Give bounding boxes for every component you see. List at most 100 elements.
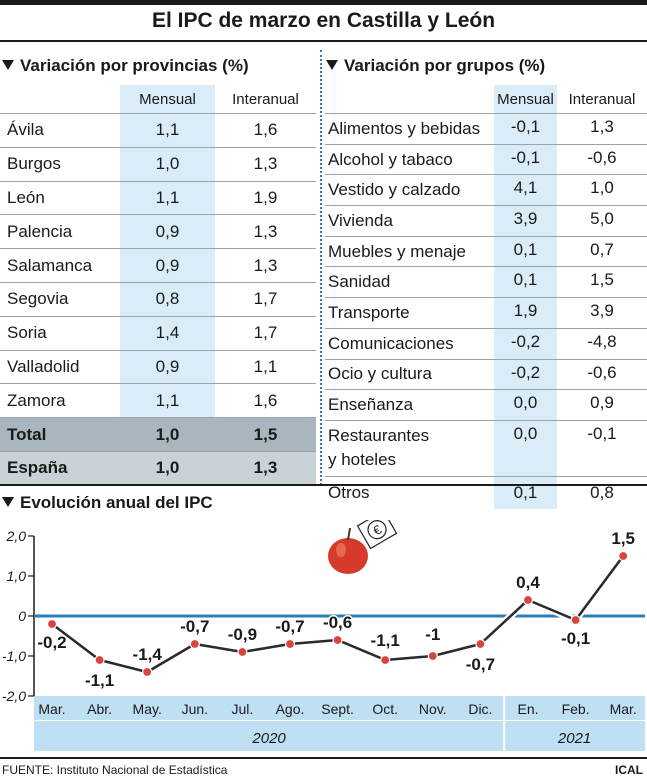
data-point (618, 550, 629, 562)
table-row: Restaurantes y hoteles 0,0 -0,1 (325, 419, 647, 477)
cell-name-line2: y hoteles (328, 450, 397, 470)
apple-icon (328, 538, 368, 574)
data-label: 0,4 (516, 573, 540, 592)
chart-divider (0, 484, 647, 486)
cell-name: Salamanca (0, 248, 120, 283)
table-row: Vivienda 3,9 5,0 (325, 205, 647, 237)
cell-interanual: 1,5 (215, 417, 316, 452)
table-row: Sanidad 0,1 1,5 (325, 266, 647, 298)
cell-interanual: 1,0 (557, 174, 647, 206)
header-blank (0, 85, 120, 114)
cell-mensual: 0,0 (494, 389, 557, 421)
table-row: Ávila 1,1 1,6 (0, 113, 316, 148)
cell-name: Vestido y calzado (325, 174, 494, 206)
cell-mensual: 1,4 (120, 315, 215, 351)
table-row: Alimentos y bebidas -0,1 1,3 (325, 113, 647, 145)
table-row: Alcohol y tabaco -0,1 -0,6 (325, 143, 647, 175)
data-point (237, 646, 248, 658)
table-header-row: Mensual Interanual (0, 85, 316, 114)
x-tick-label: Sept. (321, 701, 354, 717)
cell-interanual: 1,6 (215, 113, 316, 148)
cell-mensual: 0,1 (494, 266, 557, 298)
cell-interanual: 1,3 (215, 214, 316, 249)
data-label: -0,2 (37, 633, 66, 652)
cell-interanual: 1,3 (215, 146, 316, 182)
cell-mensual: 0,9 (120, 248, 215, 283)
x-tick-label: Feb. (562, 701, 590, 717)
cell-interanual: 0,8 (557, 475, 647, 509)
x-tick-label: Ago. (276, 701, 305, 717)
cell-interanual: 1,3 (215, 450, 316, 485)
cell-name: Transporte (325, 297, 494, 329)
data-label: -0,7 (275, 617, 304, 636)
x-tick-label: May. (133, 701, 162, 717)
cell-name: Valladolid (0, 349, 120, 384)
header-blank (325, 85, 494, 114)
cell-name: León (0, 180, 120, 215)
cell-interanual: 1,7 (215, 281, 316, 317)
top-bar (0, 0, 647, 5)
cell-mensual: 1,0 (120, 417, 215, 452)
triangle-down-icon (2, 60, 14, 70)
x-tick-label: En. (517, 701, 538, 717)
table-row: Enseñanza 0,0 0,9 (325, 389, 647, 421)
table-row: Total 1,0 1,5 (0, 417, 316, 452)
data-point (94, 654, 105, 666)
x-tick-label: Jul. (232, 701, 254, 717)
data-label: -0,6 (323, 613, 352, 632)
cell-interanual: 0,9 (557, 389, 647, 421)
provincias-heading-text: Variación por provincias (%) (20, 56, 249, 75)
data-label: -1,4 (133, 645, 163, 664)
data-point (142, 666, 153, 678)
cell-mensual: -0,2 (494, 358, 557, 390)
data-label: 1,5 (611, 529, 635, 548)
cell-interanual: -0,1 (557, 419, 647, 477)
table-row: Burgos 1,0 1,3 (0, 146, 316, 182)
header-mensual: Mensual (494, 85, 557, 114)
cell-mensual: 0,9 (120, 214, 215, 249)
cell-interanual: 1,9 (215, 180, 316, 215)
cell-name: Ávila (0, 113, 120, 148)
cell-name: Burgos (0, 146, 120, 182)
header-interanual: Interanual (568, 90, 636, 108)
table-row: Salamanca 0,9 1,3 (0, 248, 316, 283)
page-title: El IPC de marzo en Castilla y León (151, 9, 496, 32)
cell-mensual: -0,2 (494, 327, 557, 359)
cell-mensual: 1,0 (120, 146, 215, 182)
x-tick-label: Mar. (610, 701, 637, 717)
cell-mensual: 1,1 (120, 113, 215, 148)
y-tick-label: -1,0 (2, 648, 26, 664)
cell-interanual: -0,6 (557, 358, 647, 390)
cell-mensual: 0,8 (120, 281, 215, 317)
y-tick-label: 1,0 (7, 568, 27, 584)
x-tick-label: Oct. (372, 701, 398, 717)
data-point (189, 638, 200, 650)
cell-name: Sanidad (325, 266, 494, 298)
cell-name-line1: Restaurantes (328, 426, 430, 446)
cell-name: Vivienda (325, 205, 494, 237)
table-row: España 1,0 1,3 (0, 450, 316, 485)
cell-interanual: 1,3 (215, 248, 316, 283)
cell-name: Otros (325, 475, 494, 509)
cell-name: Ocio y cultura (325, 358, 494, 390)
cell-interanual: 1,1 (215, 349, 316, 384)
table-row: Zamora 1,1 1,6 (0, 383, 316, 418)
cell-name: Palencia (0, 214, 120, 249)
grupos-heading: Variación por grupos (%) (326, 55, 545, 77)
cell-mensual: 4,1 (494, 174, 557, 206)
cell-mensual: -0,1 (494, 113, 557, 145)
cell-mensual: 3,9 (494, 205, 557, 237)
year-label: 2021 (557, 730, 591, 747)
cell-name: Total (0, 417, 120, 452)
agency-credit: ICAL (615, 763, 643, 777)
table-row: Soria 1,4 1,7 (0, 315, 316, 351)
apple-euro-illustration: € (328, 520, 398, 574)
table-row: Ocio y cultura -0,2 -0,6 (325, 358, 647, 390)
ipc-line-chart: 2,0 1,0 0 -1,0 -2,0 2020 2021 Mar. Abr. May. Jun. J… (2, 520, 645, 751)
x-tick-label: Jun. (182, 701, 208, 717)
table-row: Comunicaciones -0,2 -4,8 (325, 327, 647, 359)
data-label: -0,1 (561, 629, 590, 648)
cell-interanual: 0,7 (557, 235, 647, 267)
cell-mensual: 1,1 (120, 180, 215, 215)
x-tick-label: Dic. (468, 701, 492, 717)
